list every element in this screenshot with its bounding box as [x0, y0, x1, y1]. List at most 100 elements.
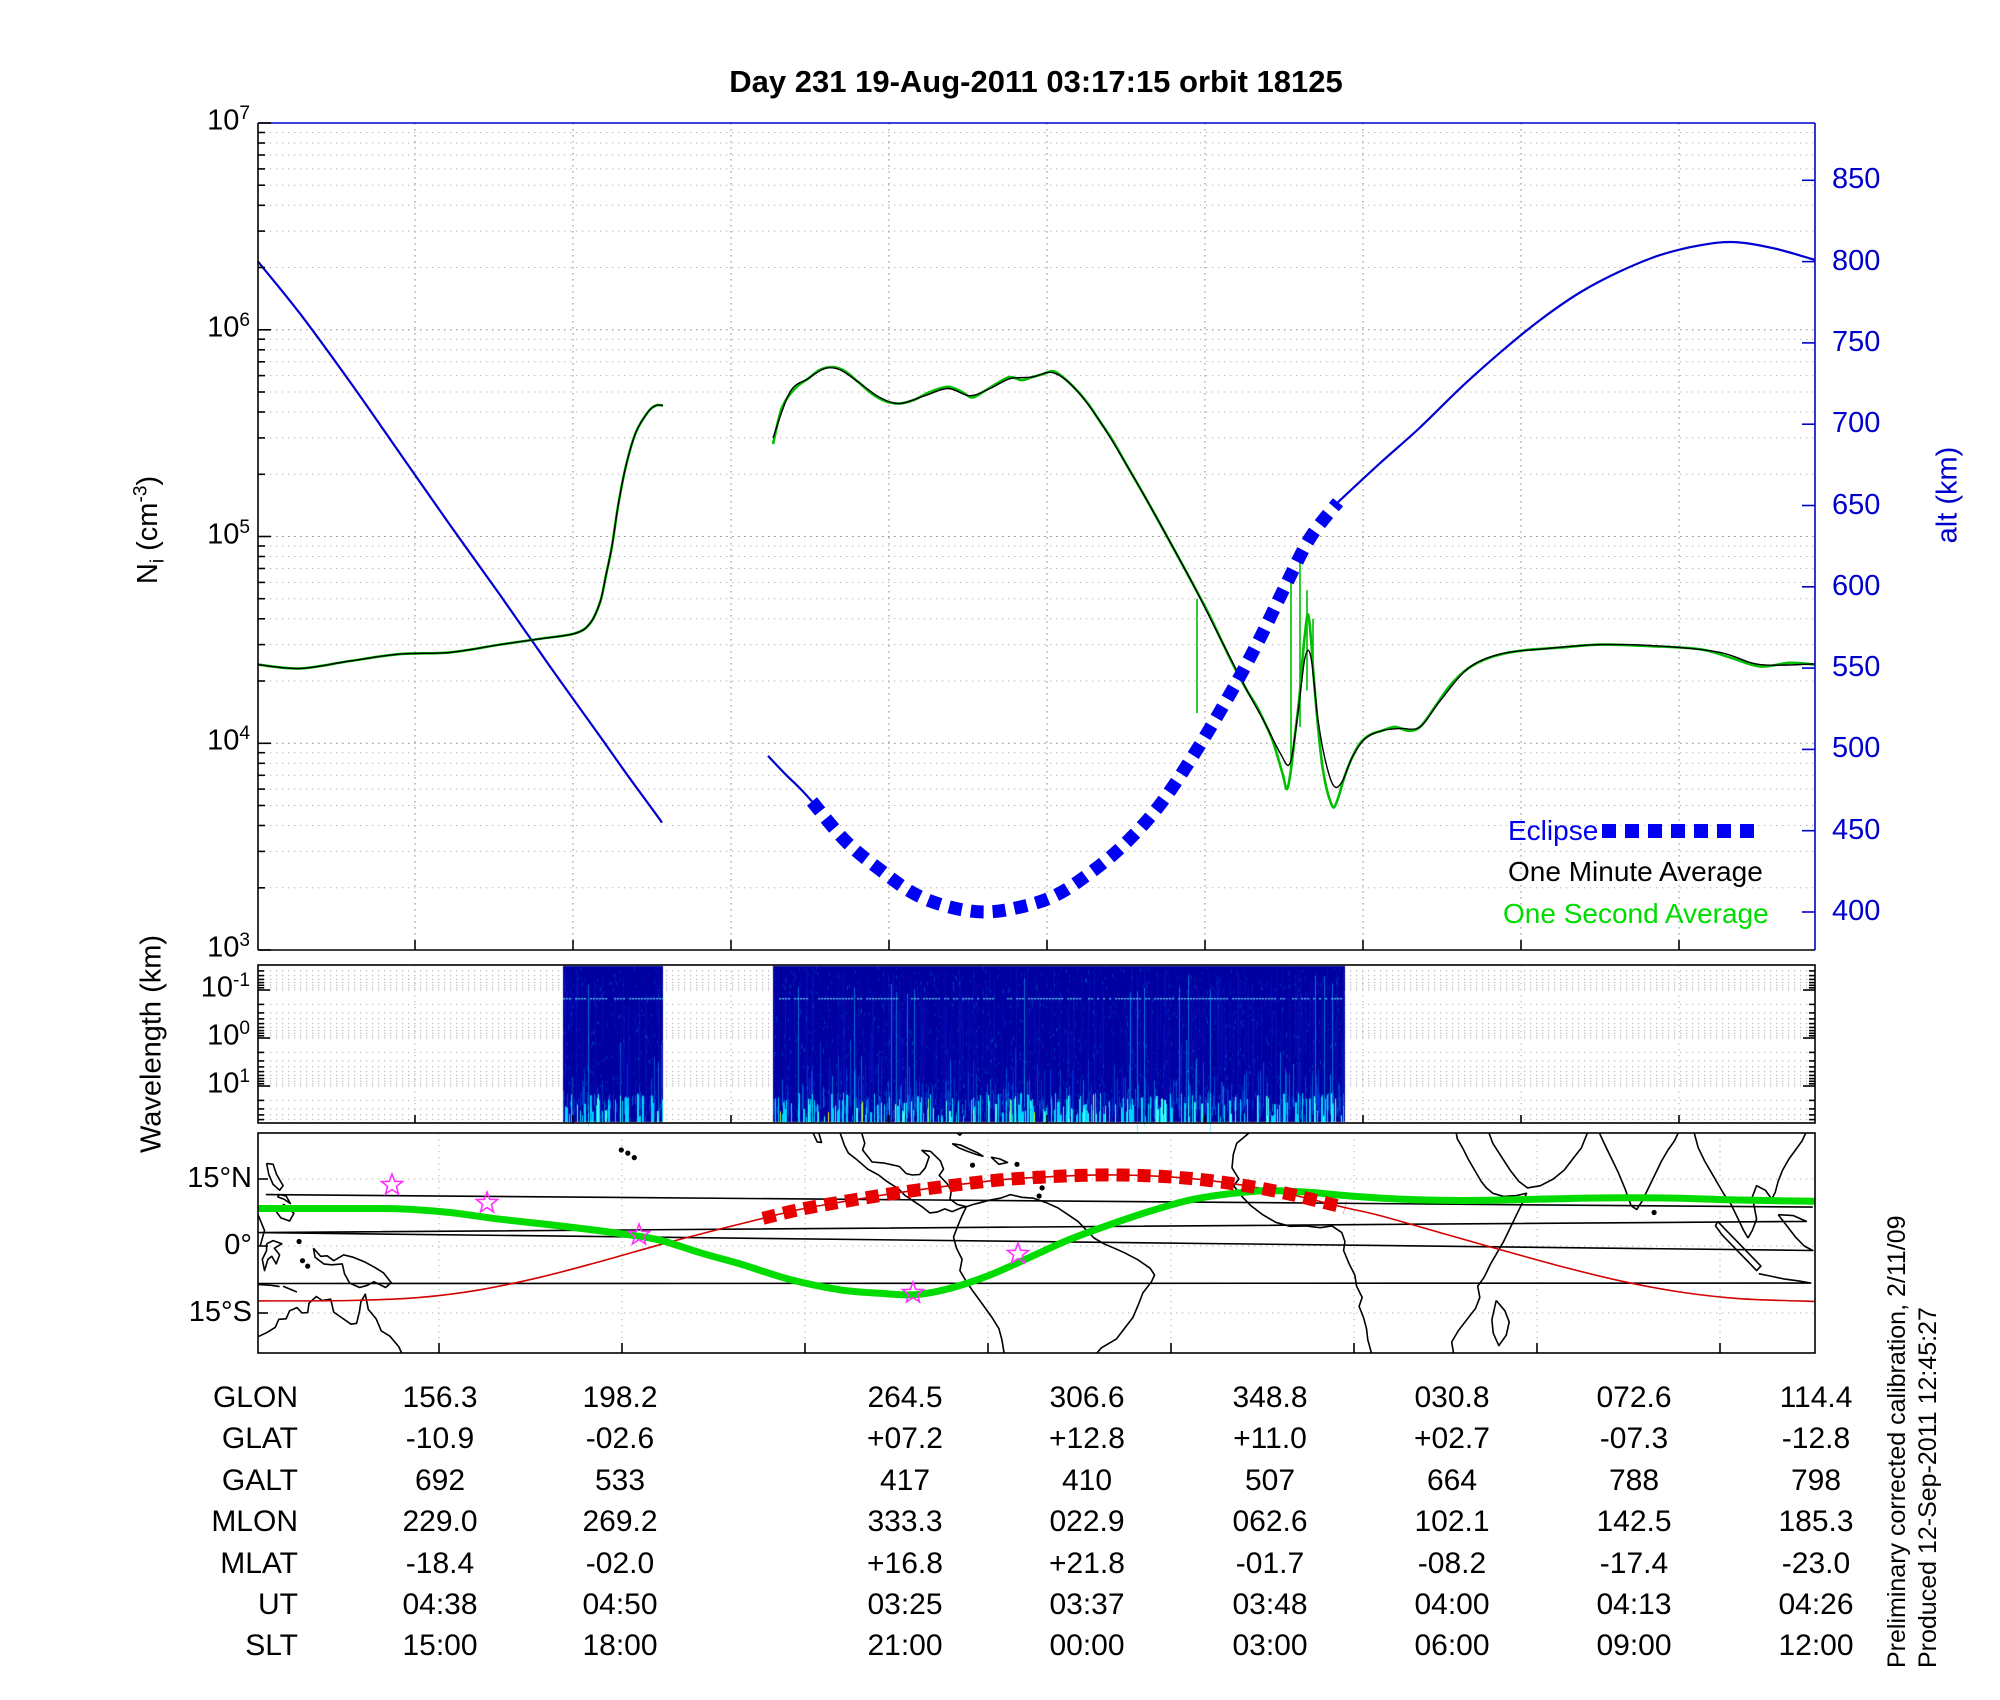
coastline	[839, 1133, 967, 1214]
alt-axis-label: alt (km)	[1931, 446, 1964, 544]
table-cell-SLT-4: 03:00	[1232, 1629, 1308, 1663]
island-dot	[625, 1150, 631, 1156]
table-cell-GALT-6: 788	[1608, 1463, 1660, 1497]
ground-station-star	[1005, 1240, 1031, 1265]
ni-tick-label-1e7: 107	[207, 103, 250, 137]
table-row-label-GLON: GLON	[212, 1381, 298, 1414]
wavelength-tick-label-1e-1: 10-1	[200, 970, 250, 1004]
table-cell-MLON-7: 185.3	[1778, 1505, 1854, 1539]
coastline	[258, 1293, 403, 1353]
alt-tick-label-500: 500	[1832, 732, 1881, 765]
map-lat-label-0°: 0°	[224, 1229, 252, 1261]
table-cell-SLT-0: 15:00	[402, 1629, 478, 1663]
table-cell-GLAT-1: -02.6	[585, 1422, 655, 1456]
table-cell-GALT-5: 664	[1426, 1463, 1478, 1497]
island-dot	[969, 1162, 976, 1168]
table-cell-GALT-7: 798	[1790, 1463, 1842, 1497]
table-cell-MLON-1: 269.2	[582, 1505, 658, 1539]
island-dot	[305, 1263, 311, 1269]
table-cell-UT-6: 04:13	[1596, 1588, 1672, 1621]
table-cell-SLT-5: 06:00	[1414, 1629, 1490, 1663]
alt-tick-label-700: 700	[1832, 407, 1881, 440]
table-cell-UT-1: 04:50	[582, 1588, 658, 1621]
coastline	[955, 1133, 963, 1136]
table-cell-UT-3: 03:37	[1049, 1588, 1125, 1621]
coastline	[812, 1133, 823, 1144]
table-cell-GLON-4: 348.8	[1232, 1381, 1308, 1414]
table-row-label-UT: UT	[258, 1588, 298, 1621]
alt-tick-label-850: 850	[1832, 163, 1881, 196]
coastline	[312, 1247, 392, 1289]
table-cell-GALT-3: 410	[1061, 1463, 1113, 1497]
world-map	[258, 1133, 1815, 1353]
wavelength-tick-label-1e1: 101	[207, 1066, 250, 1100]
island-dot	[618, 1147, 624, 1153]
island-dot	[296, 1238, 302, 1245]
alt-tick-label-400: 400	[1832, 895, 1881, 927]
coastline	[261, 1239, 283, 1272]
altitude-curve-segment-1	[767, 755, 813, 803]
eclipse-track-red-dashed	[761, 1168, 1347, 1225]
table-cell-SLT-3: 00:00	[1049, 1629, 1125, 1663]
table-cell-UT-2: 03:25	[867, 1588, 943, 1621]
table-cell-UT-5: 04:00	[1414, 1588, 1490, 1621]
production-note: Preliminary corrected calibration, 2/11/…	[1882, 1215, 1944, 1668]
legend-eclipse-label: Eclipse	[1508, 815, 1599, 846]
map-lat-label-15°N: 15°N	[187, 1161, 252, 1194]
table-row-label-GLAT: GLAT	[221, 1422, 298, 1456]
table-cell-GLON-7: 114.4	[1779, 1381, 1853, 1414]
table-cell-MLAT-4: -01.7	[1235, 1546, 1305, 1580]
table-cell-GALT-1: 533	[594, 1463, 646, 1497]
table-cell-GLAT-0: -10.9	[405, 1422, 475, 1456]
altitude-curve-segment-0	[257, 260, 663, 824]
alt-tick-label-450: 450	[1832, 813, 1881, 846]
ground-station-star	[474, 1189, 500, 1214]
coastline	[860, 1133, 967, 1208]
table-cell-GLON-2: 264.5	[867, 1381, 943, 1414]
table-cell-SLT-7: 12:00	[1778, 1629, 1854, 1663]
alt-tick-label-600: 600	[1832, 569, 1881, 602]
coastline	[1231, 1133, 1373, 1353]
table-cell-MLAT-3: +21.8	[1049, 1546, 1125, 1580]
island-dot	[1036, 1193, 1042, 1199]
table-cell-MLON-6: 142.5	[1596, 1505, 1672, 1539]
ground-station-star	[626, 1221, 652, 1246]
ni-tick-label-1e4: 104	[207, 723, 250, 757]
legend-second-label: One Second Average	[1503, 898, 1769, 929]
table-cell-UT-4: 03:48	[1232, 1588, 1308, 1621]
table-cell-MLAT-7: -23.0	[1781, 1546, 1851, 1580]
coastline	[258, 1272, 1812, 1285]
coastline	[258, 1213, 1814, 1252]
coastline	[951, 1142, 984, 1157]
alt-tick-label-800: 800	[1832, 244, 1881, 277]
coastline	[1714, 1220, 1762, 1272]
altitude-curve-segment-2	[1337, 240, 1816, 504]
table-row-label-MLON: MLON	[211, 1505, 298, 1539]
island-dot	[1651, 1209, 1657, 1216]
table-cell-GALT-2: 417	[879, 1463, 931, 1497]
table-row-label-MLAT: MLAT	[220, 1546, 298, 1580]
ni-tick-label-1e3: 103	[207, 930, 250, 964]
table-cell-MLON-2: 333.3	[867, 1505, 943, 1539]
table-cell-GLON-1: 198.2	[582, 1381, 658, 1414]
ni-axis-label: Ni (cm-3)	[130, 475, 169, 585]
one-minute-average-curve-0	[257, 404, 664, 670]
wavelength-axis-label: Wavelength (km)	[135, 934, 168, 1154]
table-cell-SLT-1: 18:00	[582, 1629, 658, 1663]
coastline	[1488, 1133, 1589, 1189]
alt-tick-label-750: 750	[1832, 325, 1881, 358]
island-dot	[299, 1258, 306, 1264]
ni-tick-label-1e5: 105	[207, 516, 250, 551]
alt-tick-label-650: 650	[1832, 488, 1881, 521]
coastline	[258, 1283, 280, 1288]
table-cell-GLAT-7: -12.8	[1781, 1422, 1851, 1456]
table-cell-GLON-6: 072.6	[1596, 1381, 1672, 1414]
map-lat-label-15°S: 15°S	[188, 1296, 252, 1328]
legend-minute-label: One Minute Average	[1508, 856, 1763, 887]
legend-eclipse-dash-sample	[1602, 824, 1757, 838]
table-row-label-SLT: SLT	[245, 1629, 298, 1663]
table-cell-GALT-4: 507	[1244, 1463, 1296, 1497]
table-cell-GLON-0: 156.3	[402, 1381, 478, 1414]
